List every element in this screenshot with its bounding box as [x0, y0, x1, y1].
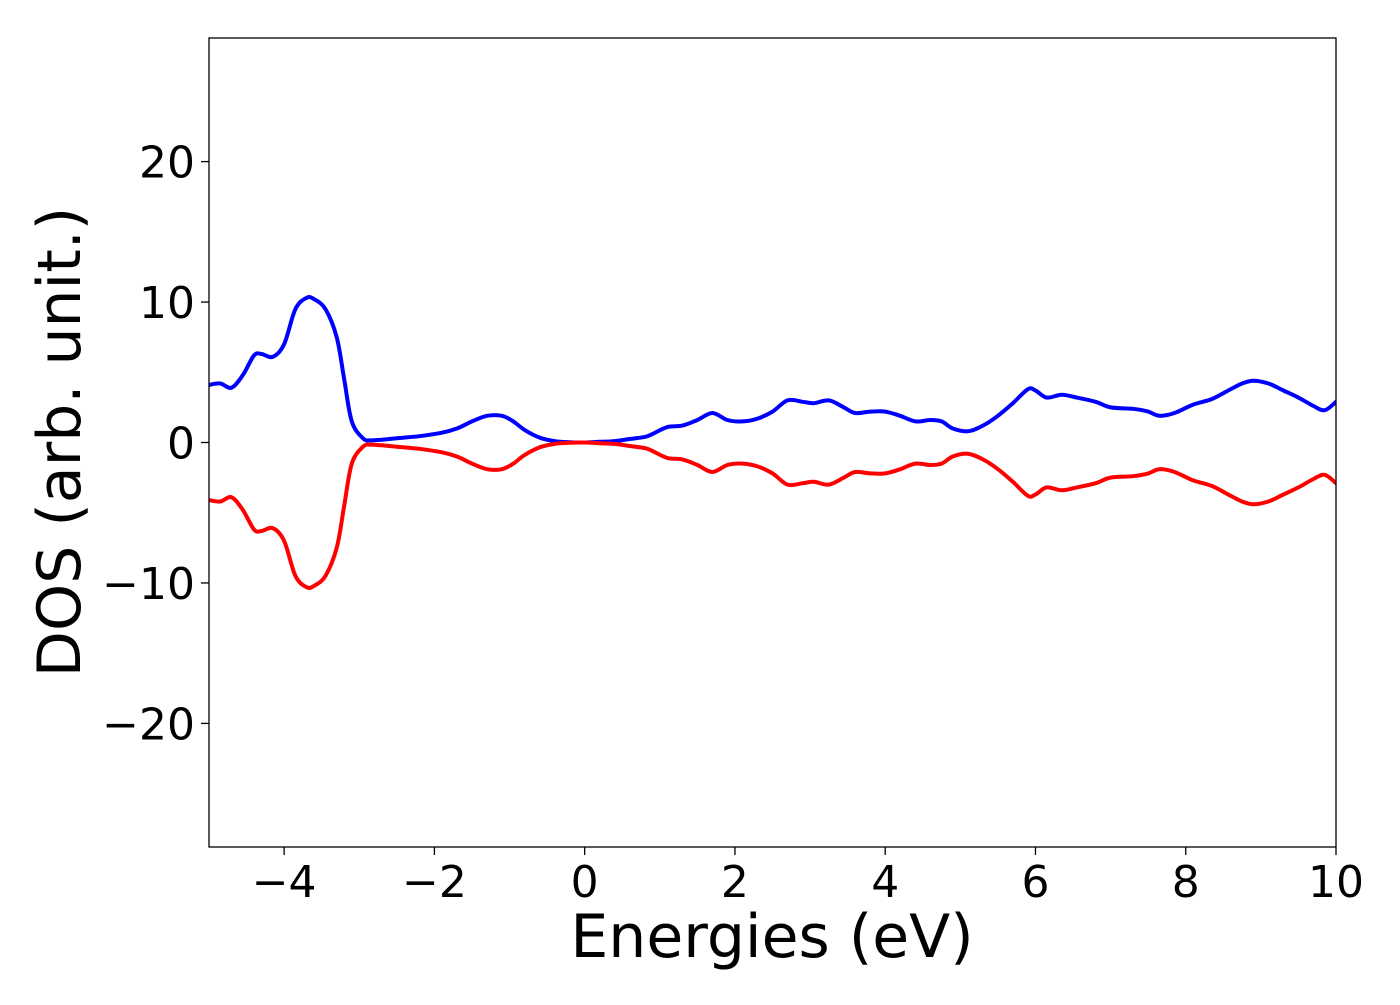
- series-layer: [209, 295, 1336, 590]
- x-tick-label: 4: [871, 857, 899, 908]
- x-tick-label: 0: [571, 857, 599, 908]
- series-line-spin-up: [209, 295, 1336, 445]
- x-tick-label: 8: [1172, 857, 1200, 908]
- y-tick-label: 20: [139, 138, 195, 189]
- y-axis-label: DOS (arb. unit.): [25, 207, 95, 677]
- x-axis-ticks: −4 −2 0 2 4 6 8 10: [252, 847, 1364, 908]
- y-tick-label: 0: [167, 419, 195, 470]
- plot-frame: [208, 37, 1337, 848]
- y-tick-label: −20: [102, 699, 195, 750]
- y-tick-label: 10: [139, 278, 195, 329]
- x-tick-label: −4: [252, 857, 317, 908]
- x-axis-label: Energies (eV): [570, 902, 973, 972]
- series-line-spin-down: [209, 440, 1336, 590]
- x-tick-label: −2: [402, 857, 467, 908]
- y-axis-ticks: −20 −10 0 10 20: [102, 138, 209, 750]
- x-tick-label: 6: [1021, 857, 1049, 908]
- x-tick-label: 10: [1308, 857, 1364, 908]
- x-tick-label: 2: [721, 857, 749, 908]
- y-tick-label: −10: [102, 559, 195, 610]
